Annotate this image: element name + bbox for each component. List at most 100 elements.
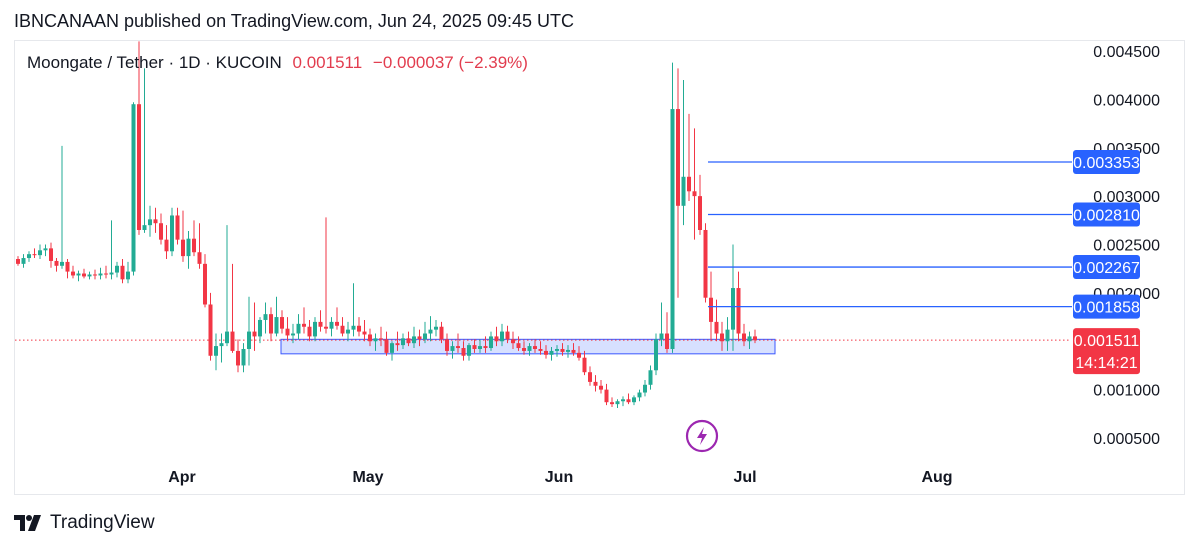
candle (522, 341, 526, 355)
candle-body (544, 350, 548, 355)
y-tick-label: 0.004000 (1093, 92, 1160, 109)
candle (681, 80, 686, 226)
candle (153, 207, 158, 233)
level-badge-label: 0.001858 (1073, 300, 1140, 317)
countdown-label: 14:14:21 (1075, 355, 1137, 372)
candle (406, 331, 411, 347)
candle-body (214, 346, 218, 356)
candle (241, 343, 246, 373)
candle (137, 41, 141, 235)
candle (643, 379, 647, 397)
candle (511, 331, 515, 349)
candle (307, 319, 312, 342)
candle-body (318, 321, 323, 327)
candle-body (676, 109, 680, 206)
candle-body (555, 348, 559, 351)
y-tick-label: 0.002500 (1093, 238, 1160, 255)
candle-body (324, 326, 328, 329)
candle-body (588, 372, 592, 382)
candle (285, 317, 290, 342)
candle (148, 205, 152, 237)
candle-body (93, 274, 97, 276)
candle-body (736, 288, 741, 334)
candle-body (291, 333, 295, 336)
candle (516, 336, 521, 351)
candle (65, 259, 70, 279)
candle-body (621, 399, 625, 402)
candle-body (406, 338, 411, 344)
candle-body (137, 104, 141, 230)
candle-body (753, 336, 757, 341)
candle (159, 213, 163, 245)
candle-body (703, 229, 708, 298)
candle (467, 343, 471, 361)
y-tick-label: 0.001000 (1093, 383, 1160, 400)
candle (164, 225, 169, 260)
candle-body (654, 339, 658, 371)
x-tick-label: Apr (168, 469, 196, 486)
tradingview-brand[interactable]: TradingView (14, 512, 155, 534)
candle-body (87, 274, 92, 277)
candle-body (285, 328, 290, 336)
candle-body (401, 338, 405, 346)
candle-body (384, 339, 389, 353)
candle (76, 270, 81, 282)
candle-body (225, 331, 229, 344)
candle-body (582, 357, 587, 373)
candle (362, 319, 367, 342)
candle (588, 366, 592, 386)
candle (483, 336, 488, 353)
candle (71, 265, 75, 279)
candle (258, 317, 262, 344)
candle (384, 331, 389, 356)
candle (247, 296, 251, 366)
candle (186, 230, 191, 269)
candle-body (439, 326, 444, 340)
candle-body (379, 338, 383, 340)
x-axis: Apr May Jun Jul Aug (168, 469, 952, 486)
level-badge-label: 0.002810 (1073, 208, 1140, 225)
candle-body (351, 325, 356, 330)
y-axis: 0.0045000.0040000.0035000.0030000.002500… (1093, 44, 1160, 448)
candle-body (390, 343, 394, 353)
x-tick-label: Aug (921, 469, 952, 486)
brand-name: TradingView (50, 512, 155, 533)
candle-body (571, 349, 576, 353)
candle (175, 207, 180, 245)
candle-body (335, 321, 339, 326)
candle (478, 339, 482, 353)
level-badge (1073, 255, 1140, 280)
candle (269, 307, 273, 342)
candle-body (181, 239, 185, 257)
candle (593, 375, 598, 392)
candle (659, 302, 664, 347)
candle-body (236, 350, 240, 366)
legend-price: 0.001511 (292, 53, 363, 72)
candle-body (395, 343, 400, 346)
candle-body (681, 176, 686, 206)
candle (445, 333, 449, 356)
candle-body (175, 215, 180, 240)
candle (21, 254, 26, 268)
candle (115, 261, 119, 278)
candle (280, 310, 284, 334)
candle-body (159, 223, 163, 240)
candle (49, 242, 53, 268)
publish-info: IBNCANAAN published on TradingView.com, … (14, 11, 574, 31)
candle-body (142, 225, 147, 230)
lightning-icon[interactable] (685, 419, 719, 453)
candle-body (104, 273, 108, 275)
candle (203, 254, 207, 308)
candle-body (747, 336, 752, 342)
candle-body (698, 196, 702, 230)
candle (357, 317, 361, 337)
tradingview-logo-icon (14, 515, 41, 531)
candle (379, 326, 383, 347)
candle-body (49, 248, 53, 261)
candle-body (164, 239, 169, 252)
symbol-label: Moongate / Tether · 1D · KUCOIN (27, 53, 282, 72)
candle (87, 271, 92, 280)
candle-body (373, 338, 378, 342)
candle-body (456, 346, 460, 349)
